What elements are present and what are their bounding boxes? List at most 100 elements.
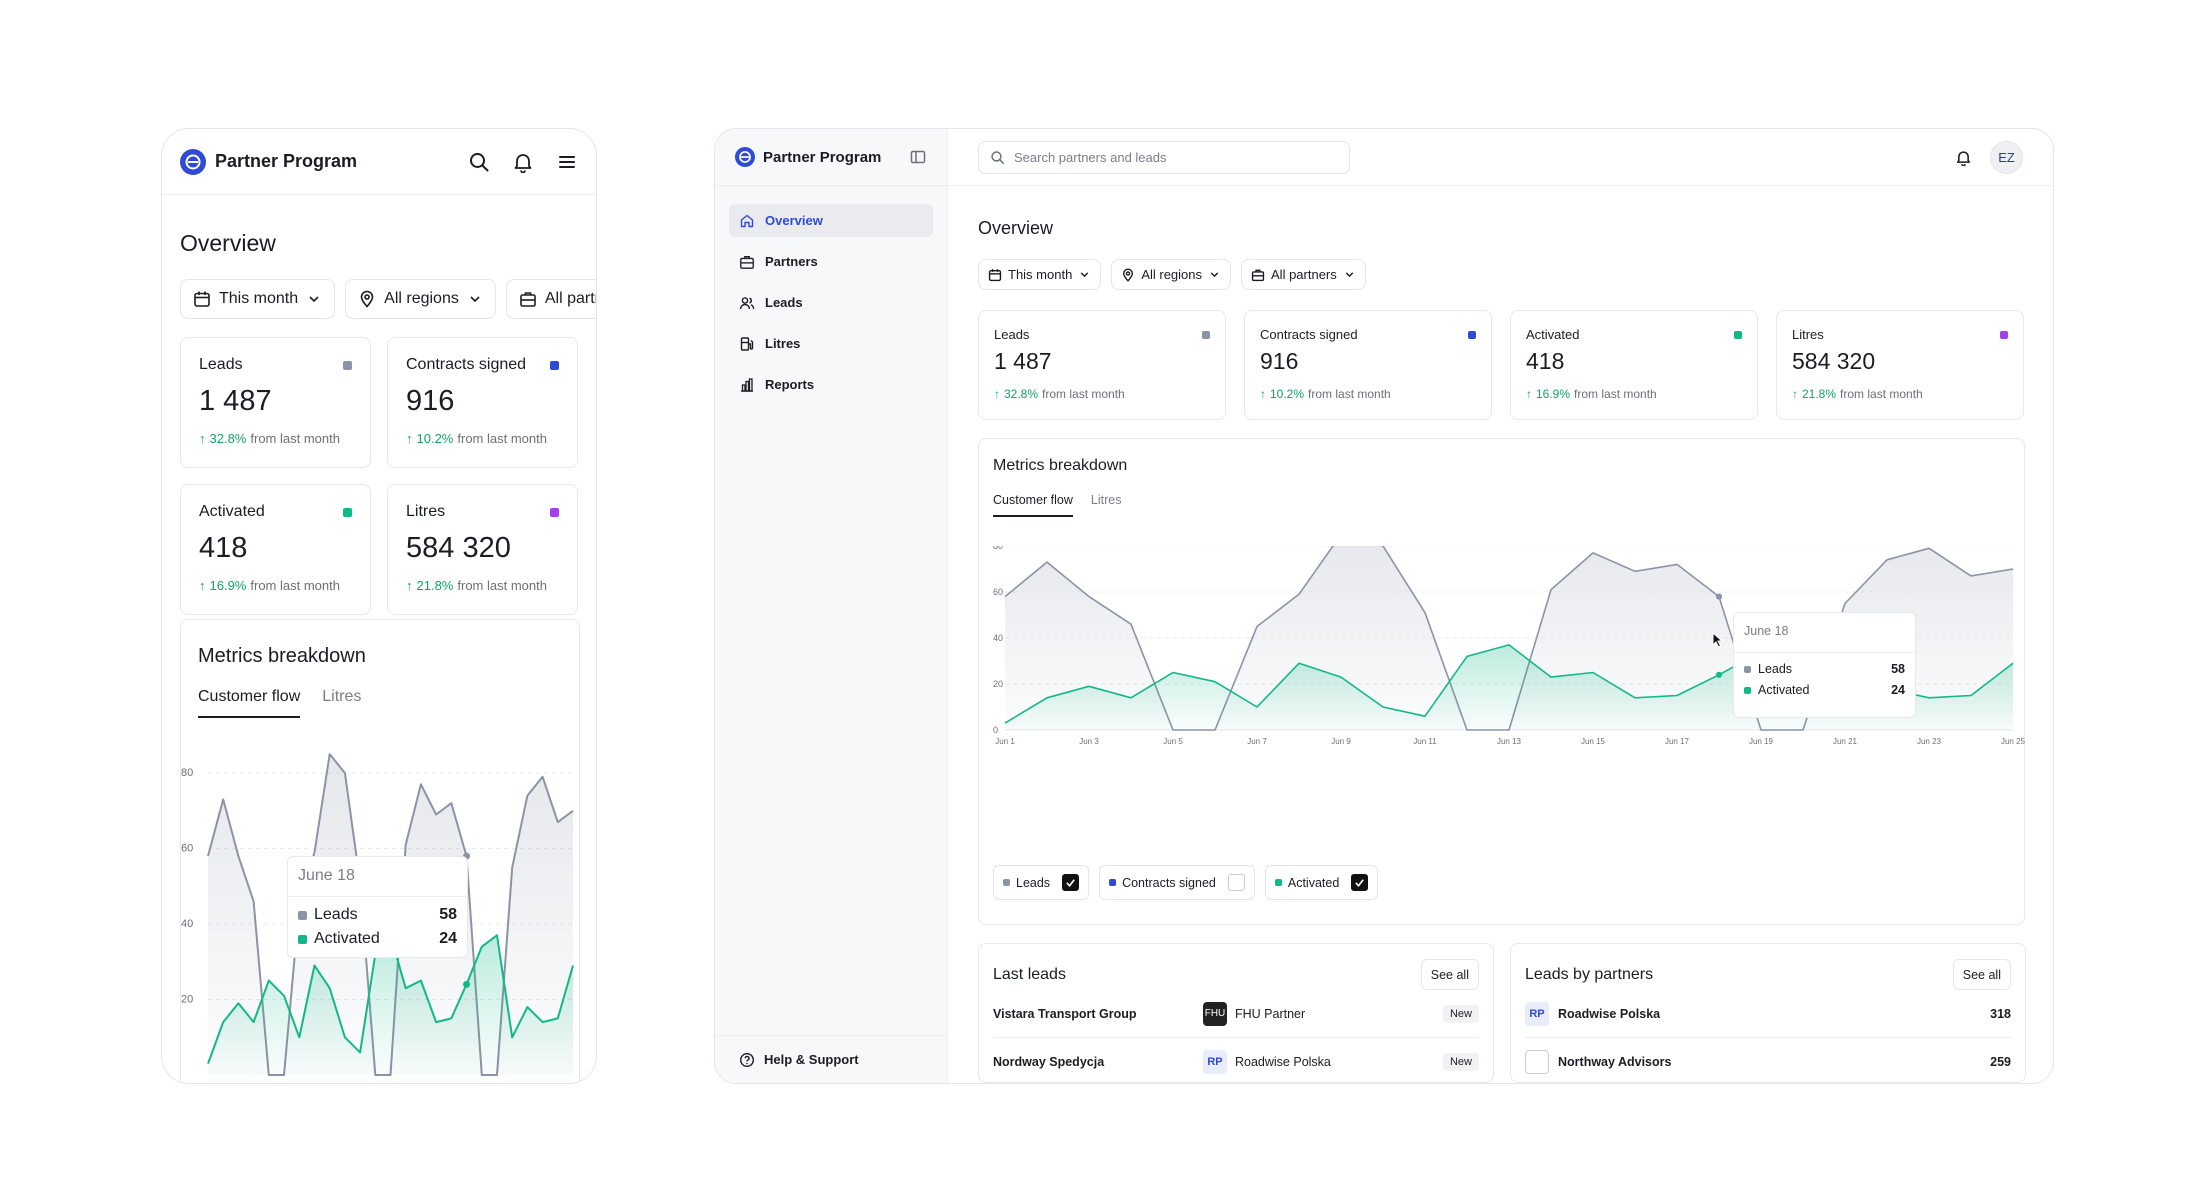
legend-toggle-contracts[interactable]: Contracts signed [1099, 865, 1255, 900]
checkbox-checked-icon[interactable] [1062, 874, 1080, 891]
mobile-chart[interactable]: 80 60 40 20 [181, 750, 580, 1084]
partner-badge: RP [1525, 1001, 1549, 1026]
kpi-card-litres[interactable]: Litres 584 320 ↑ 21.8% from last month [1776, 310, 2024, 420]
tab-customer-flow[interactable]: Customer flow [993, 493, 1073, 517]
search-input[interactable]: Search partners and leads [978, 140, 1350, 174]
arrow-up-icon: ↑ [199, 578, 206, 593]
highlight-point-activated [463, 980, 471, 988]
sidebar-item-overview[interactable]: Overview [729, 204, 933, 237]
kpi-card-leads[interactable]: Leads 1 487 ↑ 32.8% from last month [180, 337, 371, 468]
color-swatch [1744, 665, 1751, 673]
legend-label: Leads [1016, 875, 1051, 890]
bottom-panels: Last leads See all Vistara Transport Gro… [978, 943, 2026, 1083]
help-support-link[interactable]: Help & Support [715, 1035, 947, 1083]
sidebar-item-partners[interactable]: Partners [729, 245, 933, 278]
arrow-up-icon: ↑ [994, 387, 1000, 401]
table-row[interactable]: Nordway Spedycja RP Roadwise Polska New [993, 1038, 1479, 1082]
kpi-value: 584 320 [406, 532, 511, 564]
kpi-value: 1 487 [994, 348, 1052, 374]
sidebar-toggle-icon[interactable] [909, 148, 927, 166]
sidebar-item-leads[interactable]: Leads [729, 286, 933, 319]
highlight-point-activated [1715, 671, 1723, 678]
y-tick-label: 20 [181, 994, 193, 1006]
legend-toggle-leads[interactable]: Leads [993, 865, 1090, 900]
bell-icon[interactable] [512, 151, 534, 173]
partner-filter[interactable]: All partners [505, 279, 596, 319]
checkbox-unchecked-icon[interactable] [1227, 874, 1245, 891]
kpi-card-contracts[interactable]: Contracts signed 916 ↑ 10.2% from last mon… [1244, 310, 1492, 420]
color-swatch [343, 508, 352, 517]
tooltip-row-leads: Leads 58 [1734, 662, 1915, 676]
brand-logo-icon[interactable] [735, 147, 755, 167]
sidebar-item-reports[interactable]: Reports [729, 368, 933, 401]
see-all-button[interactable]: See all [1420, 959, 1479, 990]
sidebar-header: Partner Program [715, 129, 947, 186]
legend-toggle-activated[interactable]: Activated [1264, 865, 1379, 900]
color-swatch [550, 508, 559, 517]
partner-logo-icon [1525, 1049, 1549, 1074]
sidebar-item-label: Reports [765, 377, 815, 392]
metrics-tabs: Customer flow Litres [198, 688, 579, 718]
sidebar-item-litres[interactable]: Litres [729, 327, 933, 360]
checkbox-checked-icon[interactable] [1351, 874, 1369, 891]
avatar[interactable]: EZ [1990, 140, 2023, 174]
region-filter[interactable]: All regions [345, 279, 496, 319]
tab-customer-flow[interactable]: Customer flow [198, 688, 301, 718]
kpi-change: ↑ 10.2% from last month [406, 431, 559, 446]
color-swatch [298, 910, 307, 920]
color-swatch [343, 361, 352, 370]
date-filter[interactable]: This month [978, 259, 1102, 290]
chart-legend: Leads Contracts signed Activated [993, 865, 1379, 900]
calendar-icon [193, 290, 211, 308]
status-badge: New [1442, 1004, 1479, 1023]
kpi-change-value: 16.9% [209, 578, 247, 593]
kpi-card-activated[interactable]: Activated 418 ↑ 16.9% from last month [1510, 310, 1758, 420]
metrics-tabs: Customer flow Litres [993, 493, 2024, 517]
tooltip-value: 24 [1891, 683, 1905, 697]
kpi-card-activated[interactable]: Activated 418 ↑ 16.9% from last month [180, 484, 371, 615]
x-tick-label: Jun 15 [1581, 737, 1606, 746]
arrow-up-icon: ↑ [406, 578, 413, 593]
menu-icon[interactable] [556, 151, 578, 173]
search-icon[interactable] [468, 151, 490, 173]
x-tick-label: Jun 7 [1247, 737, 1267, 746]
x-tick-label: Jun 13 [1497, 737, 1522, 746]
series-area-leads [208, 754, 573, 1075]
tooltip-label: Leads [314, 906, 358, 923]
table-row[interactable]: Vistara Transport Group FHU FHU Partner … [993, 990, 1479, 1038]
partner-filter[interactable]: All partners [1241, 259, 1366, 290]
kpi-change-suffix: from last month [457, 578, 547, 593]
x-tick-label: Jun 17 [1665, 737, 1690, 746]
kpi-value: 418 [1526, 348, 1565, 374]
sidebar-item-label: Overview [765, 213, 823, 228]
region-filter[interactable]: All regions [1111, 259, 1232, 290]
kpi-card-contracts[interactable]: Contracts signed 916 ↑ 10.2% from last mon… [387, 337, 578, 468]
panel-title: Last leads [993, 965, 1066, 983]
tab-litres[interactable]: Litres [1090, 493, 1122, 507]
kpi-card-litres[interactable]: Litres 584 320 ↑ 21.8% from last month [387, 484, 578, 615]
series-area-leads [1005, 546, 2013, 730]
table-row[interactable]: RP Roadwise Polska 318 [1525, 990, 2011, 1038]
region-filter-label: All regions [384, 290, 459, 307]
tab-litres[interactable]: Litres [322, 688, 362, 705]
kpi-change-value: 32.8% [1004, 387, 1039, 401]
kpi-change: ↑ 16.9% from last month [199, 578, 352, 593]
bell-icon[interactable] [1955, 149, 1972, 166]
filter-bar: This month All regions All partners [180, 279, 596, 319]
table-row[interactable]: Northway Advisors 259 [1525, 1038, 2011, 1082]
kpi-card-leads[interactable]: Leads 1 487 ↑ 32.8% from last month [978, 310, 1226, 420]
lead-name: Vistara Transport Group [993, 1006, 1137, 1021]
legend-label: Activated [1287, 875, 1340, 890]
see-all-button[interactable]: See all [1952, 959, 2011, 990]
kpi-label: Activated [199, 503, 265, 520]
map-pin-icon [1121, 267, 1135, 282]
kpi-cards: Leads 1 487 ↑ 32.8% from last month Contra… [180, 337, 596, 615]
lead-count: 318 [1990, 1006, 2011, 1021]
brand-logo-icon[interactable] [180, 148, 206, 175]
kpi-change-value: 32.8% [209, 431, 247, 446]
chart-tooltip: June 18 Leads 58 Activated 24 [1733, 612, 1916, 718]
kpi-value: 916 [1260, 348, 1299, 374]
color-swatch [1744, 686, 1751, 694]
date-filter[interactable]: This month [180, 279, 336, 319]
mouse-cursor-icon [1712, 632, 1724, 648]
